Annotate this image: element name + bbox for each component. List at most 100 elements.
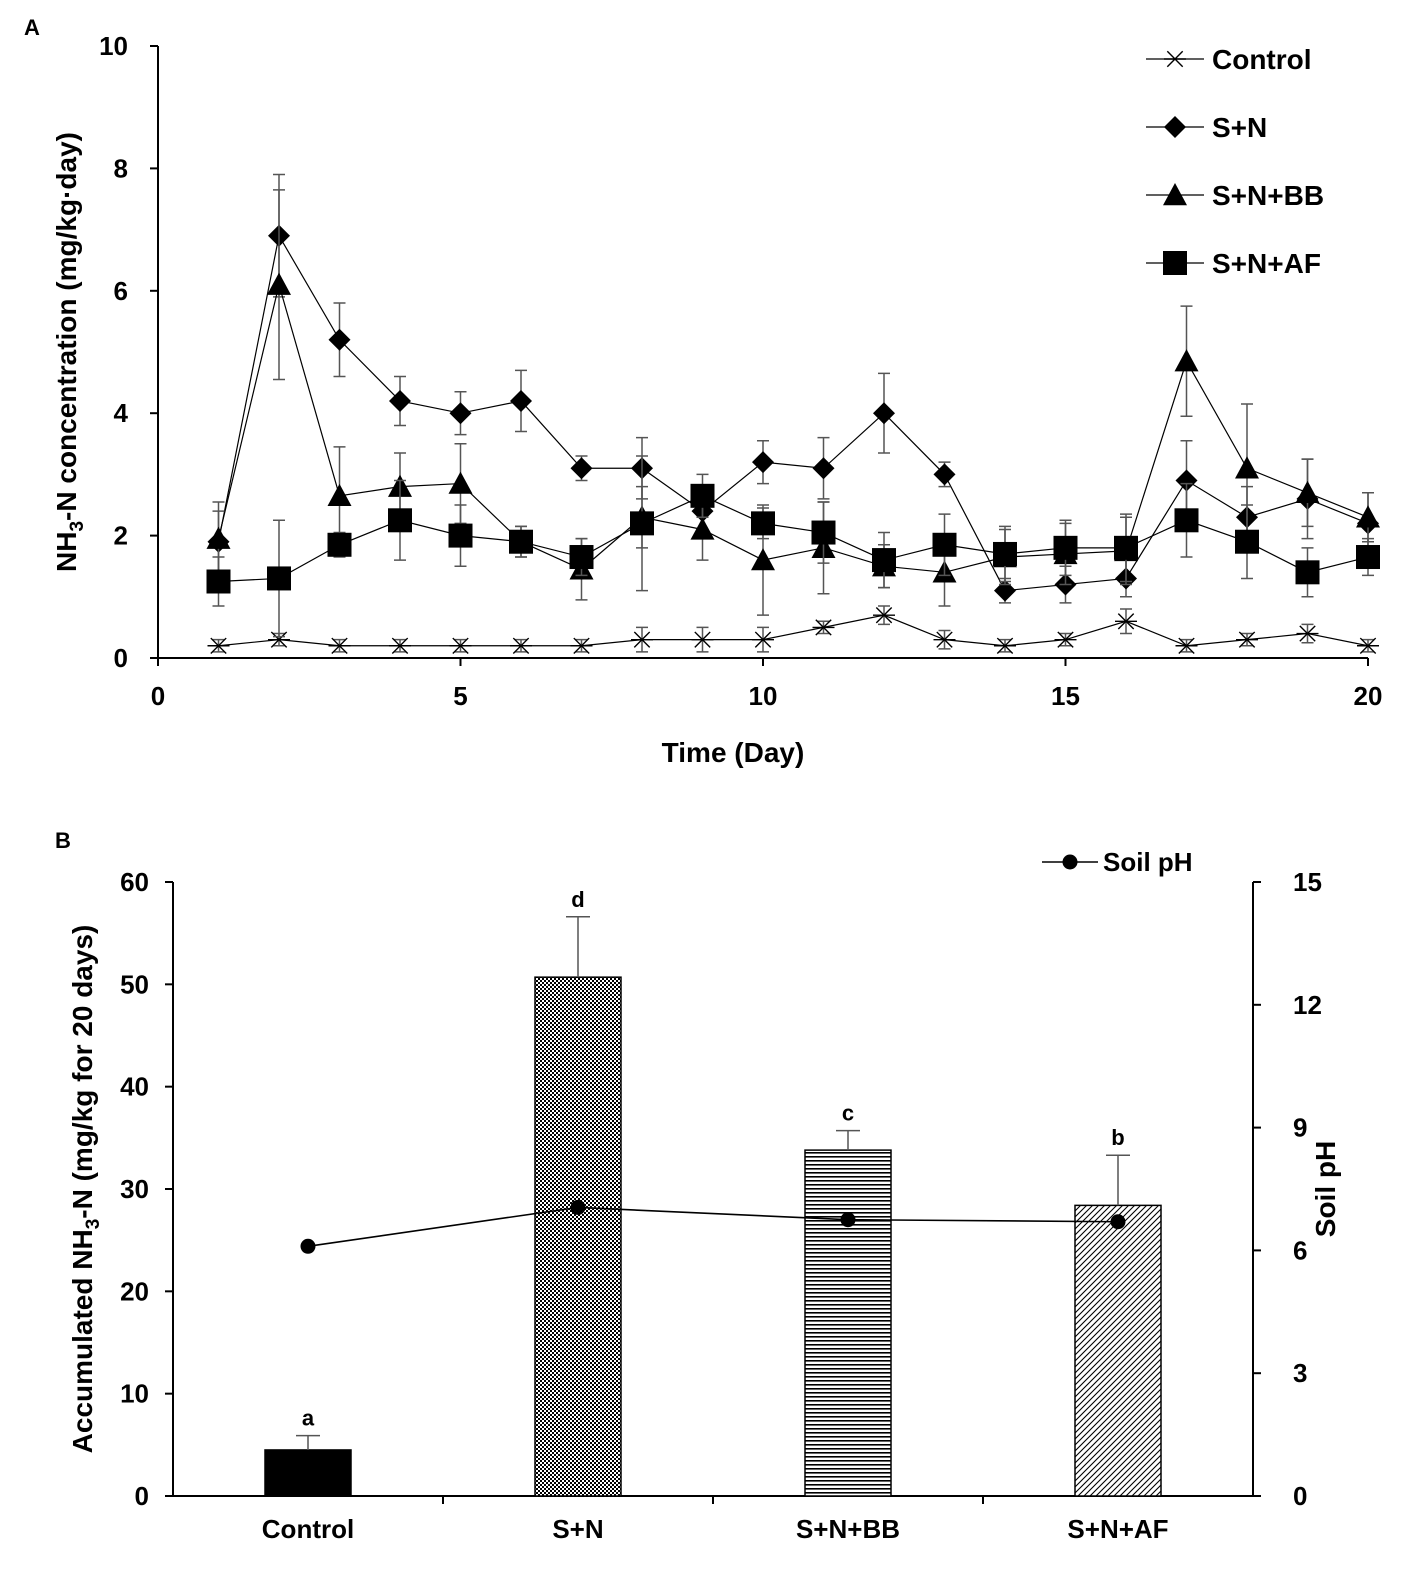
x-tick-label-a: 0 [151,681,165,711]
data-point [206,569,231,594]
y-tick-label-b: 10 [120,1379,149,1409]
x-tick-label-a: 10 [749,681,778,711]
soil-ph-point [570,1199,586,1215]
legend-label: S+N+BB [1212,180,1324,211]
series-line [217,282,1369,573]
data-point [1114,535,1138,560]
legend-item: S+N [1146,112,1267,143]
data-point [449,637,472,654]
x-tick-label-a: 15 [1051,681,1080,711]
significance-letter: b [1111,1125,1124,1150]
data-point [1356,505,1380,528]
y-tick-label-b: 0 [135,1481,149,1511]
data-point [448,523,473,548]
data-point [1115,613,1137,630]
y2-tick-label-b: 3 [1293,1358,1307,1388]
data-point [1295,480,1320,503]
legend-label: S+N+AF [1212,248,1321,279]
data-point [1357,637,1379,654]
data-point [1174,349,1199,372]
series-line [218,614,1369,647]
legend-item: Control [1146,44,1312,75]
data-point [327,532,352,557]
y-tick-label-b: 30 [120,1174,149,1204]
data-point [994,637,1016,654]
x-tick-label-a: 20 [1354,681,1383,711]
legend-label: Soil pH [1103,847,1193,877]
data-point [509,529,533,554]
series-s-n-af [206,455,1380,638]
data-point [1175,637,1198,654]
series-s-n [207,173,1379,604]
data-point [268,631,290,648]
bar [804,1149,892,1497]
soil-ph-point [1110,1214,1126,1230]
data-point [752,451,774,474]
soil-ph-point [840,1212,856,1228]
error-bar [296,1434,320,1450]
data-point [1054,631,1077,648]
data-point [691,631,714,648]
data-point [932,532,957,557]
panel-label-a: A [24,15,40,40]
data-point [751,511,775,536]
y2-tick-label-b: 0 [1293,1481,1307,1511]
data-point [933,463,956,486]
series-s-n-bb [206,189,1380,616]
data-point [327,483,352,507]
y-tick-label-b: 60 [120,867,149,897]
data-point [812,619,835,636]
data-point [812,457,835,480]
data-point [1235,456,1259,479]
x-axis-title-a: Time (Day) [662,737,805,768]
panel-label-b: B [55,828,71,853]
data-point [690,517,715,540]
legend-marker [1163,251,1187,275]
y-tick-label-a: 0 [114,643,128,673]
y-tick-label-a: 6 [114,276,128,306]
data-point [570,637,593,654]
legend-marker [1062,854,1078,870]
legend-label: Control [1212,44,1312,75]
y2-tick-label-b: 6 [1293,1235,1307,1265]
bar [1074,1204,1162,1497]
bar [534,976,622,1497]
y2-axis-title-b: Soil pH [1310,1141,1341,1237]
y-axis-title-a: NH3-N concentration (mg/kg·day) [51,132,88,572]
data-point [389,389,411,412]
data-point [328,328,351,351]
data-point [1235,529,1259,554]
y2-tick-label-b: 9 [1293,1113,1307,1143]
data-point [1356,545,1380,570]
y-tick-label-a: 10 [99,31,128,61]
legend-item: S+N+BB [1146,180,1324,211]
data-point [1175,469,1198,492]
data-point [328,637,351,654]
data-point [1296,625,1319,642]
legend-label: S+N [1212,112,1267,143]
legend-marker [1164,116,1186,138]
data-point [1295,560,1320,585]
data-point [449,402,472,425]
y2-tick-label-b: 15 [1293,867,1322,897]
legend-marker [1163,183,1187,206]
y-axis-title-b: Accumulated NH3-N (mg/kg for 20 days) [67,925,104,1454]
data-point [448,471,473,494]
error-bar [1106,1154,1130,1206]
data-point [206,526,231,549]
data-point [933,631,956,648]
data-point [1053,535,1078,560]
significance-letter: d [571,887,584,912]
series-control [207,605,1379,654]
x-tick-label-b: S+N+AF [1067,1514,1168,1544]
data-point [510,637,532,654]
legend-item-b: Soil pH [1042,847,1193,877]
soil-ph-line [307,1206,1119,1248]
x-tick-label-b: Control [262,1514,354,1544]
data-point [872,548,896,573]
error-bar [836,1129,860,1151]
data-point [752,631,774,648]
data-point [388,508,412,533]
data-point [873,606,895,624]
